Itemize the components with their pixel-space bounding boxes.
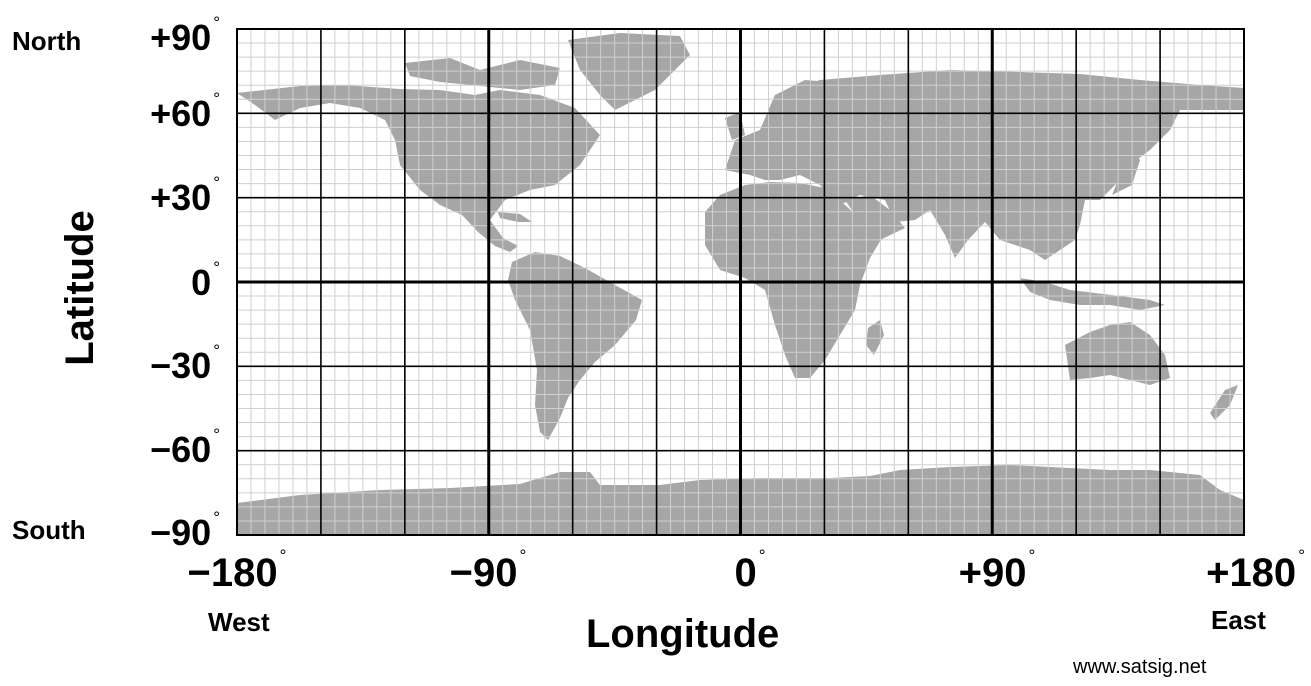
madagascar-island bbox=[866, 320, 884, 355]
lon-label-plus90: +90 ° bbox=[958, 546, 1036, 595]
north-label: North bbox=[12, 26, 82, 56]
lat-label-minus60: −60 ° bbox=[150, 425, 220, 470]
lat-label-minus30: −30 ° bbox=[150, 341, 220, 386]
scandinavia-landmass bbox=[760, 80, 830, 135]
credit-text: www.satsig.net bbox=[1073, 656, 1207, 678]
longitude-axis-title: Longitude bbox=[586, 612, 780, 656]
cuba-island bbox=[498, 212, 532, 222]
lat-label-minus90: −90 ° bbox=[150, 508, 220, 553]
lon-label-plus180: +180 ° bbox=[1206, 546, 1305, 595]
europe-asia-landmass bbox=[725, 70, 1244, 260]
lat-label-plus60: +60 ° bbox=[150, 89, 220, 134]
africa-landmass bbox=[705, 182, 882, 378]
lon-label-zero: 0 ° bbox=[734, 546, 766, 595]
east-label: East bbox=[1211, 605, 1266, 635]
lon-label-minus180: −180 ° bbox=[187, 546, 287, 595]
new-zealand-islands bbox=[1210, 385, 1238, 420]
south-label: South bbox=[12, 515, 86, 545]
lat-label-plus30: +30 ° bbox=[150, 173, 220, 218]
indonesia-islands bbox=[1020, 278, 1165, 310]
west-label: West bbox=[208, 607, 270, 637]
south-america-landmass bbox=[508, 252, 642, 440]
map-border bbox=[236, 28, 1245, 536]
arctic-islands-landmass bbox=[405, 58, 560, 90]
lat-label-zero: 0 ° bbox=[191, 258, 220, 303]
arabia-landmass bbox=[845, 195, 905, 240]
lon-label-minus90: −90 ° bbox=[449, 546, 527, 595]
latitude-axis-title: Latitude bbox=[58, 210, 102, 366]
lat-label-plus90: +90 ° bbox=[150, 13, 220, 58]
